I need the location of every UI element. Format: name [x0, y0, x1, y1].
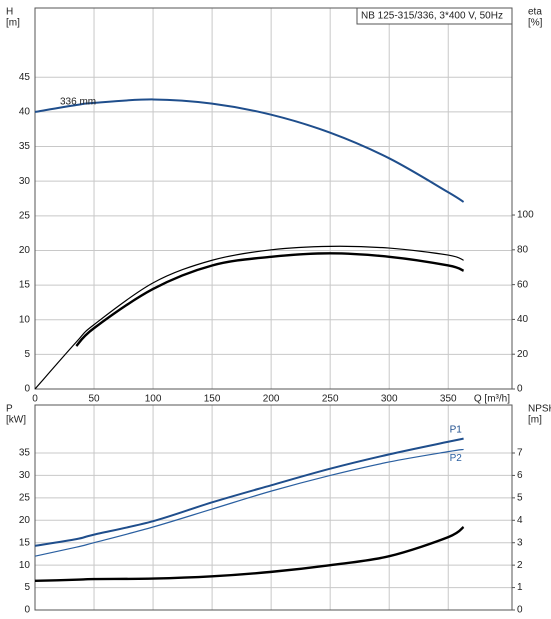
curve: [34, 448, 464, 557]
y-tick-label: 10: [19, 560, 31, 571]
y-axis-label: [kW]: [6, 415, 26, 426]
y2-tick-label: 80: [517, 244, 529, 255]
x-tick-label: 350: [440, 394, 457, 405]
y-axis-label: [m]: [6, 18, 20, 29]
y-tick-label: 5: [24, 349, 30, 360]
y2-tick-label: 7: [517, 448, 523, 459]
y-tick-label: 0: [24, 605, 30, 616]
x-tick-label: 250: [322, 394, 339, 405]
y2-tick-label: 0: [517, 384, 523, 395]
y2-tick-label: 0: [517, 605, 523, 616]
y-tick-label: 35: [19, 141, 31, 152]
y2-tick-label: 100: [517, 210, 534, 221]
x-tick-label: 200: [263, 394, 280, 405]
y2-tick-label: 20: [517, 349, 529, 360]
y-tick-label: 35: [19, 448, 31, 459]
y-tick-label: 40: [19, 107, 31, 118]
y2-tick-label: 2: [517, 560, 523, 571]
y-tick-label: 0: [24, 384, 30, 395]
x-tick-label: 150: [204, 394, 221, 405]
y2-tick-label: 40: [517, 314, 529, 325]
y-tick-label: 20: [19, 245, 31, 256]
series-label: P1: [450, 424, 463, 435]
x-tick-label: 0: [32, 394, 38, 405]
x-tick-label: 100: [145, 394, 162, 405]
y2-axis-label: NPSH: [528, 404, 551, 415]
curve: [34, 245, 464, 390]
y2-tick-label: 3: [517, 537, 523, 548]
curve: [75, 252, 465, 347]
y-tick-label: 20: [19, 515, 31, 526]
y-tick-label: 30: [19, 470, 31, 481]
title-box: [356, 7, 513, 25]
plot-area: [35, 405, 512, 610]
y-tick-label: 5: [24, 582, 30, 593]
plot-frame: [34, 404, 513, 611]
y2-tick-label: 60: [517, 279, 529, 290]
y2-axis-label: [%]: [528, 18, 543, 29]
y-axis-label: P: [6, 404, 13, 415]
y2-tick-label: 6: [517, 470, 523, 481]
x-axis-label: Q [m³/h]: [474, 394, 510, 405]
y2-axis-label: eta: [528, 7, 542, 18]
y-tick-label: 15: [19, 537, 31, 548]
annotation: 336 mm: [60, 97, 96, 108]
y2-axis-label: [m]: [528, 415, 542, 426]
series-label: P2: [450, 453, 463, 464]
chart-title: NB 125-315/336, 3*400 V, 50Hz: [361, 11, 503, 22]
y-tick-label: 30: [19, 176, 31, 187]
y-tick-label: 10: [19, 314, 31, 325]
curve: [34, 526, 465, 583]
y-tick-label: 15: [19, 280, 31, 291]
y-axis-label: H: [6, 7, 13, 18]
y-tick-label: 25: [19, 492, 31, 503]
y-tick-label: 45: [19, 72, 31, 83]
y-tick-label: 25: [19, 210, 31, 221]
y2-tick-label: 5: [517, 492, 523, 503]
x-tick-label: 300: [381, 394, 398, 405]
curve: [34, 437, 464, 547]
y2-tick-label: 4: [517, 515, 523, 526]
curve: [34, 98, 465, 203]
plot-area: [35, 8, 512, 389]
y2-tick-label: 1: [517, 582, 523, 593]
x-tick-label: 50: [88, 394, 100, 405]
plot-frame: [34, 7, 513, 390]
